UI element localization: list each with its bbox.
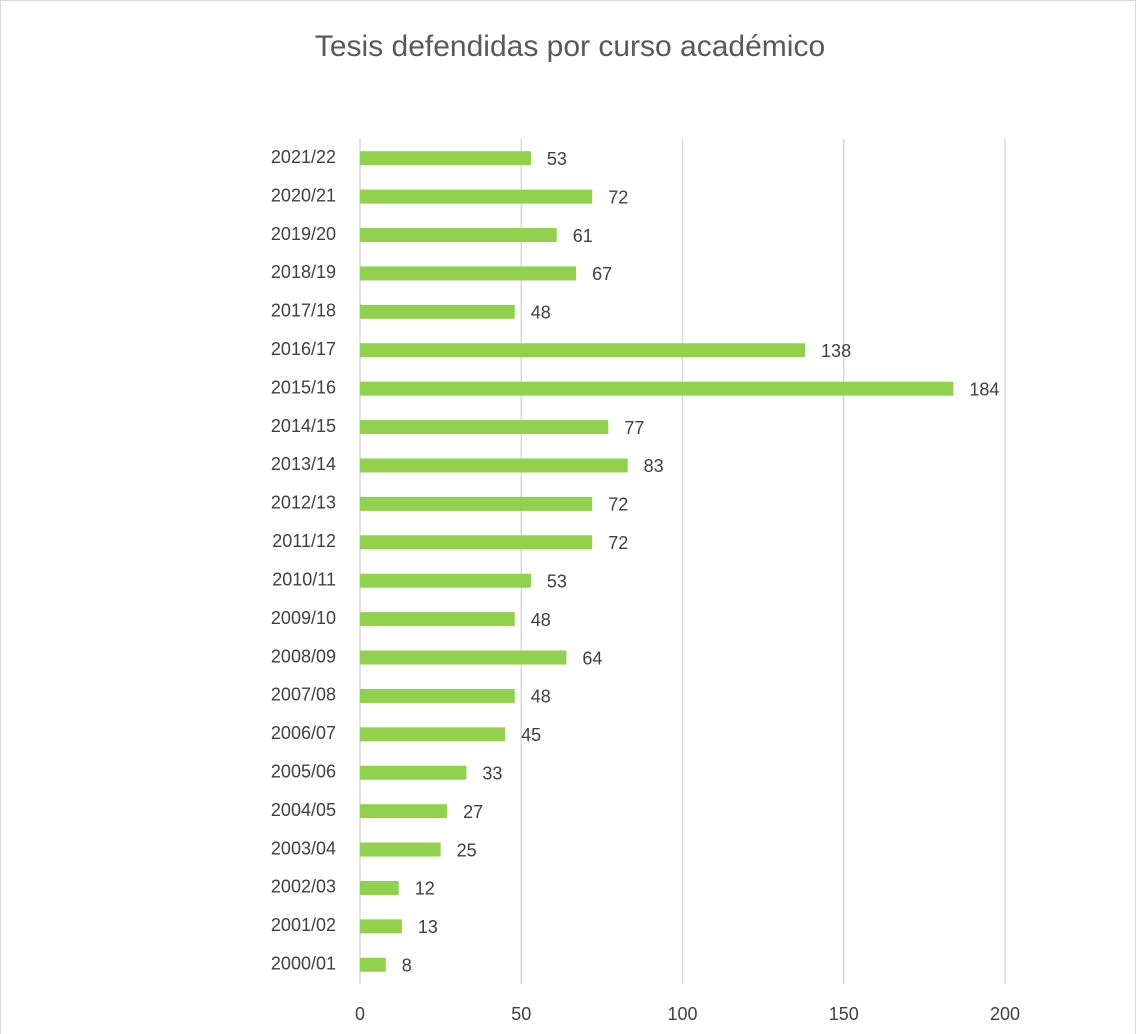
y-tick-label: 2017/18	[271, 301, 336, 321]
data-label: 72	[608, 187, 628, 207]
y-tick-label: 2015/16	[271, 377, 336, 397]
bar	[360, 650, 567, 665]
bar	[360, 842, 441, 857]
data-label: 184	[969, 379, 999, 399]
y-tick-label: 2004/05	[271, 800, 336, 820]
bar	[360, 228, 557, 243]
data-label: 8	[402, 956, 412, 976]
data-label: 45	[521, 725, 541, 745]
bar	[360, 381, 954, 396]
y-tick-label: 2012/13	[271, 493, 336, 513]
data-label: 64	[582, 648, 602, 668]
bar	[360, 612, 515, 627]
data-label: 53	[547, 149, 567, 169]
y-tick-label: 2009/10	[271, 608, 336, 628]
y-tick-label: 2019/20	[271, 224, 336, 244]
data-label: 25	[457, 840, 477, 860]
y-tick-label: 2001/02	[271, 915, 336, 935]
data-label: 12	[415, 879, 435, 899]
bar	[360, 420, 609, 435]
bar	[360, 535, 593, 550]
chart-title: Tesis defendidas por curso académico	[315, 30, 825, 63]
y-tick-label: 2005/06	[271, 762, 336, 782]
y-tick-label: 2006/07	[271, 723, 336, 743]
y-tick-label: 2018/19	[271, 262, 336, 282]
y-tick-label: 2000/01	[271, 954, 336, 974]
bar	[360, 727, 506, 742]
y-tick-label: 2008/09	[271, 646, 336, 666]
x-tick-label: 0	[355, 1004, 365, 1024]
data-label: 33	[482, 764, 502, 784]
data-label: 53	[547, 571, 567, 591]
data-label: 72	[608, 533, 628, 553]
bar	[360, 496, 593, 511]
data-label: 48	[531, 610, 551, 630]
bar	[360, 804, 448, 819]
bar	[360, 688, 515, 703]
bar	[360, 458, 628, 473]
y-tick-label: 2013/14	[271, 454, 336, 474]
bar	[360, 266, 577, 281]
data-label: 48	[531, 687, 551, 707]
bar	[360, 304, 515, 319]
data-label: 83	[644, 456, 664, 476]
x-tick-label: 50	[511, 1004, 531, 1024]
y-tick-label: 2014/15	[271, 416, 336, 436]
data-label: 67	[592, 264, 612, 284]
y-tick-label: 2011/12	[272, 531, 336, 551]
data-label: 13	[418, 917, 438, 937]
bar	[360, 343, 806, 358]
bar	[360, 573, 531, 588]
bar	[360, 957, 386, 972]
data-label: 61	[573, 226, 593, 246]
data-label: 48	[531, 303, 551, 323]
bar	[360, 765, 467, 780]
y-tick-label: 2020/21	[271, 185, 336, 205]
x-tick-label: 100	[667, 1004, 697, 1024]
data-label: 77	[624, 418, 644, 438]
y-tick-label: 2016/17	[271, 339, 336, 359]
bar	[360, 151, 531, 166]
bar	[360, 189, 593, 204]
data-label: 72	[608, 495, 628, 515]
y-tick-label: 2003/04	[271, 838, 336, 858]
bar	[360, 880, 399, 895]
y-tick-label: 2007/08	[271, 685, 336, 705]
y-tick-label: 2021/22	[271, 147, 336, 167]
y-tick-label: 2002/03	[271, 877, 336, 897]
bar	[360, 919, 402, 934]
data-label: 27	[463, 802, 483, 822]
x-tick-label: 200	[990, 1004, 1020, 1024]
data-label: 138	[821, 341, 851, 361]
x-tick-label: 150	[829, 1004, 859, 1024]
y-tick-label: 2010/11	[272, 569, 336, 589]
